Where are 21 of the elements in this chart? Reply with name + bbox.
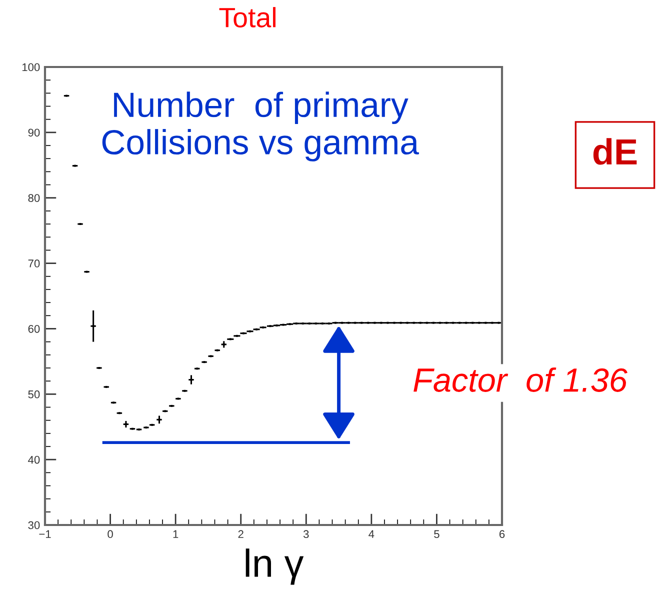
y-tick-label: 60 [28,324,40,333]
x-axis-title: ln γ [246,548,304,585]
annotation: Number of primary Collisions vs gamma [102,92,419,162]
x-tick-label: 2 [238,530,244,538]
x-tick-label: 4 [368,530,374,538]
x-tick-label: 1 [173,530,178,538]
x-tick-label: −1 [39,530,51,538]
y-tick-label: 100 [22,63,40,72]
x-tick-label: 6 [499,530,505,538]
y-tick-label: 50 [28,390,40,398]
y-tick-label: 70 [28,260,40,268]
y-tick-label: 30 [28,521,40,530]
chart-title: Total [219,7,276,28]
text: dE [593,138,637,165]
annotation: Factor of 1.36 [414,367,628,392]
x-tick-label: 5 [434,530,440,538]
y-tick-label: 80 [28,194,40,202]
y-tick-label: 90 [28,128,40,137]
y-tick-label: 40 [28,456,40,464]
x-tick-label: 0 [108,530,113,538]
x-tick-label: 3 [303,530,309,538]
